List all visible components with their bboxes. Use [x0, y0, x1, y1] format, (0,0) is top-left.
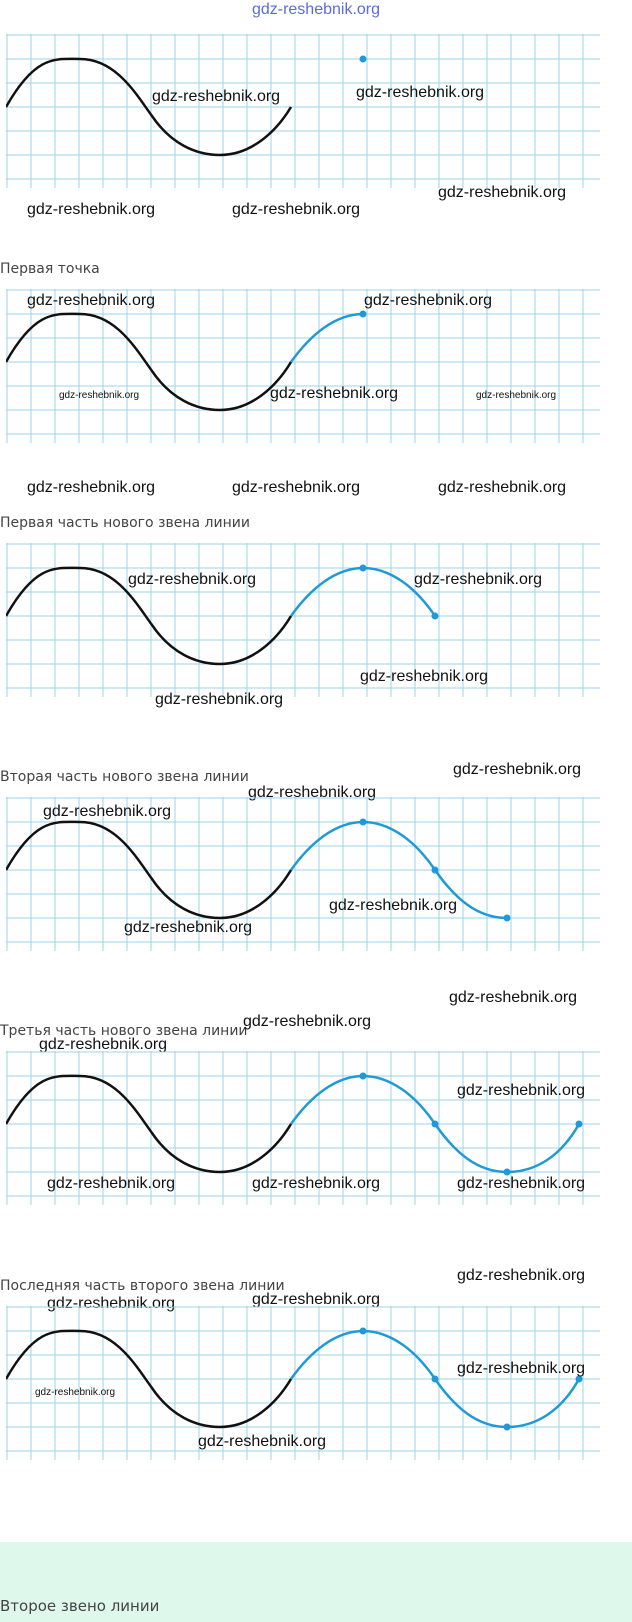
first-link-curve — [6, 1329, 293, 1429]
watermark: gdz-reshebnik.org — [27, 479, 156, 496]
link-point — [575, 1120, 583, 1128]
caption-third-part: Третья часть нового звена линии — [0, 1023, 248, 1039]
link-point — [431, 866, 439, 874]
new-link-curve — [289, 820, 508, 920]
footer-band — [0, 1542, 632, 1622]
watermark: gdz-reshebnik.org — [453, 761, 582, 778]
grid-figure — [6, 1051, 600, 1205]
panel-last-part — [6, 1306, 600, 1460]
watermark: gdz-reshebnik.org — [364, 292, 493, 309]
watermark: gdz-reshebnik.org — [457, 1175, 586, 1192]
grid-figure — [6, 1306, 600, 1460]
watermark: gdz-reshebnik.org — [457, 1267, 586, 1284]
watermark: gdz-reshebnik.org — [438, 184, 567, 201]
watermark: gdz-reshebnik.org — [356, 84, 485, 101]
watermark: gdz-reshebnik.org — [438, 479, 567, 496]
new-link-curve — [289, 312, 364, 363]
caption-last-part: Последняя часть второго звена линии — [0, 1278, 285, 1294]
grid-figure — [6, 797, 600, 951]
watermark: gdz-reshebnik.org — [252, 1175, 381, 1192]
caption-first-part: Первая часть нового звена линии — [0, 515, 250, 531]
header-watermark: gdz-reshebnik.org — [251, 1, 381, 18]
grid-figure — [6, 289, 600, 443]
link-point — [359, 310, 367, 318]
watermark: gdz-reshebnik.org — [243, 1013, 372, 1030]
watermark: gdz-reshebnik.org — [39, 1036, 168, 1053]
watermark: gdz-reshebnik.org — [155, 691, 284, 708]
first-link-curve — [6, 312, 293, 412]
caption-second-part: Вторая часть нового звена линии — [0, 769, 249, 785]
first-link-curve — [6, 1074, 293, 1174]
caption-second-link: Второе звено линии — [0, 1597, 160, 1615]
watermark: gdz-reshebnik.org — [360, 668, 489, 685]
panel-second-part — [6, 797, 600, 951]
link-point — [503, 1423, 511, 1431]
watermark: gdz-reshebnik.org — [232, 479, 361, 496]
link-point — [359, 1072, 367, 1080]
watermark: gdz-reshebnik.org — [198, 1433, 327, 1450]
watermark: gdz-reshebnik.org — [47, 1175, 176, 1192]
watermark: gdz-reshebnik.org — [152, 88, 281, 105]
link-point — [503, 1168, 511, 1176]
grid-figure — [6, 543, 600, 697]
watermark: gdz-reshebnik.org — [248, 784, 377, 801]
watermark: gdz-reshebnik.org — [449, 989, 578, 1006]
grid-lines — [6, 34, 600, 188]
link-point — [503, 914, 511, 922]
link-point — [431, 1375, 439, 1383]
watermark: gdz-reshebnik.org — [124, 919, 253, 936]
link-point — [431, 612, 439, 620]
panel-first-point — [6, 289, 600, 443]
watermark: gdz-reshebnik.org — [232, 201, 361, 218]
watermark: gdz-reshebnik.org — [252, 1291, 381, 1308]
watermark: gdz-reshebnik.org — [128, 571, 257, 588]
watermark: gdz-reshebnik.org — [43, 803, 172, 820]
link-point — [575, 1375, 583, 1383]
link-point — [359, 818, 367, 826]
watermark: gdz-reshebnik.org — [27, 201, 156, 218]
first-link-curve — [6, 820, 293, 920]
watermark: gdz-reshebnik.org — [476, 390, 557, 401]
watermark: gdz-reshebnik.org — [457, 1082, 586, 1099]
link-point — [359, 564, 367, 572]
panel-start — [6, 34, 600, 188]
link-point — [359, 1327, 367, 1335]
first-link-curve — [6, 566, 293, 666]
watermark: gdz-reshebnik.org — [270, 385, 399, 402]
first-link-curve — [6, 57, 293, 157]
caption-first-point: Первая точка — [0, 261, 100, 277]
watermark: gdz-reshebnik.org — [59, 390, 140, 401]
watermark: gdz-reshebnik.org — [27, 292, 156, 309]
link-point — [431, 1120, 439, 1128]
panel-first-part — [6, 543, 600, 697]
watermark: gdz-reshebnik.org — [329, 897, 458, 914]
watermark: gdz-reshebnik.org — [35, 1387, 116, 1398]
first-point — [359, 55, 367, 63]
panel-third-part — [6, 1051, 600, 1205]
watermark: gdz-reshebnik.org — [457, 1360, 586, 1377]
grid-figure — [6, 34, 600, 188]
watermark: gdz-reshebnik.org — [414, 571, 543, 588]
